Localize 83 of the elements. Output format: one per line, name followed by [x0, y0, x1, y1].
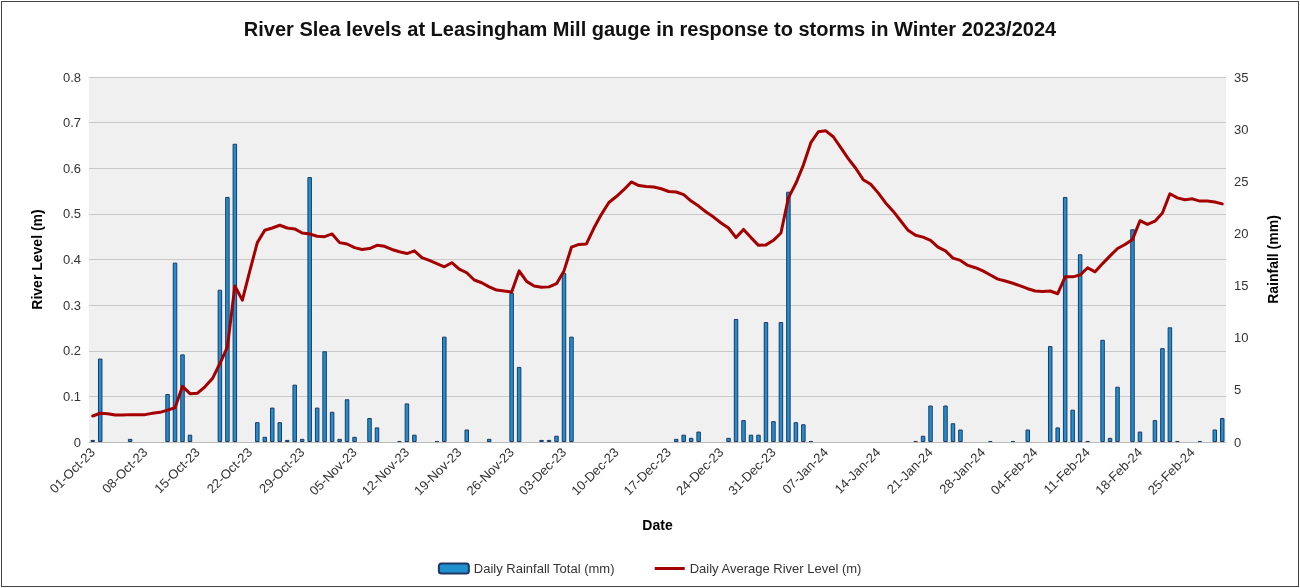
- bar: [255, 422, 260, 442]
- bar: [673, 438, 679, 442]
- y2-tick-label: 0: [1234, 434, 1242, 450]
- bar: [329, 411, 335, 442]
- y-tick-label: 0.1: [62, 388, 81, 404]
- bar: [1152, 420, 1158, 442]
- y2-tick-label: 30: [1234, 121, 1249, 137]
- y-tick-label: 0.2: [62, 343, 81, 359]
- bar: [165, 394, 170, 442]
- legend-label: Daily Average River Level (m): [689, 561, 862, 576]
- bar: [97, 358, 103, 442]
- bar: [741, 420, 746, 442]
- bar: [726, 437, 731, 442]
- bar: [1025, 429, 1031, 442]
- bar: [314, 407, 320, 442]
- chart-title: River Slea levels at Leasingham Mill gauge in response to storms in Winter 2023/2024: [243, 18, 1058, 40]
- x-axis-title: Date: [642, 517, 673, 533]
- bar: [793, 422, 799, 442]
- bar: [352, 436, 357, 442]
- bar: [1055, 427, 1060, 442]
- bar: [1212, 429, 1218, 442]
- bar: [344, 399, 350, 442]
- bar: [1100, 339, 1105, 442]
- y-tick-label: 0.3: [62, 297, 81, 313]
- bar: [442, 336, 447, 442]
- bar: [262, 436, 268, 442]
- y-tick-label: 0.6: [62, 160, 81, 176]
- bar: [127, 438, 133, 442]
- bar: [270, 407, 275, 442]
- bar: [1220, 418, 1225, 442]
- y2-tick-label: 20: [1234, 225, 1249, 241]
- y2-tick-label: 5: [1234, 382, 1242, 398]
- bar: [307, 177, 312, 442]
- bar: [771, 421, 776, 442]
- y-tick-label: 0.4: [62, 252, 81, 267]
- y-tick-label: 0.5: [62, 206, 81, 222]
- bar: [569, 336, 574, 442]
- bar: [232, 143, 238, 442]
- bar: [1062, 196, 1068, 442]
- bar: [292, 384, 297, 442]
- bar: [180, 354, 185, 442]
- bar: [277, 422, 282, 442]
- bar: [1137, 431, 1143, 442]
- bar: [374, 427, 380, 442]
- bar: [1130, 229, 1135, 442]
- bar: [516, 366, 522, 442]
- y-tick-label: 0.8: [62, 69, 81, 85]
- bar: [958, 429, 963, 442]
- y2-axis-title: Rainfall (mm): [1265, 215, 1281, 304]
- y-tick-label: 0: [73, 434, 81, 450]
- y2-tick-label: 10: [1234, 330, 1249, 346]
- bar: [950, 423, 956, 442]
- bar: [225, 196, 230, 442]
- y2-tick-label: 15: [1234, 278, 1249, 294]
- legend-label: Daily Rainfall Total (mm): [473, 561, 615, 576]
- bar: [1115, 386, 1120, 442]
- bar: [337, 438, 342, 442]
- bar: [464, 429, 469, 442]
- y-axis-title: River Level (m): [29, 209, 45, 310]
- bar: [786, 191, 791, 442]
- bar: [1070, 409, 1075, 442]
- bar: [943, 405, 948, 442]
- bar: [928, 405, 933, 442]
- line-series: [91, 129, 1224, 418]
- y2-tick-label: 25: [1234, 173, 1249, 189]
- bar: [1160, 348, 1165, 442]
- bar: [554, 435, 559, 442]
- bar: [756, 434, 761, 442]
- bar: [696, 431, 701, 442]
- bar: [681, 434, 686, 442]
- bar: [801, 424, 806, 442]
- bar: [299, 438, 305, 442]
- bar: [367, 418, 372, 442]
- y2-tick-label: 35: [1234, 69, 1249, 85]
- bar: [1047, 346, 1053, 442]
- bar: [322, 351, 327, 442]
- bar: [509, 292, 514, 442]
- bar: [404, 403, 410, 442]
- bar: [486, 438, 492, 442]
- bar: [412, 434, 417, 442]
- bar: [1077, 254, 1083, 442]
- y-tick-label: 0.7: [62, 115, 81, 131]
- bar: [688, 437, 694, 442]
